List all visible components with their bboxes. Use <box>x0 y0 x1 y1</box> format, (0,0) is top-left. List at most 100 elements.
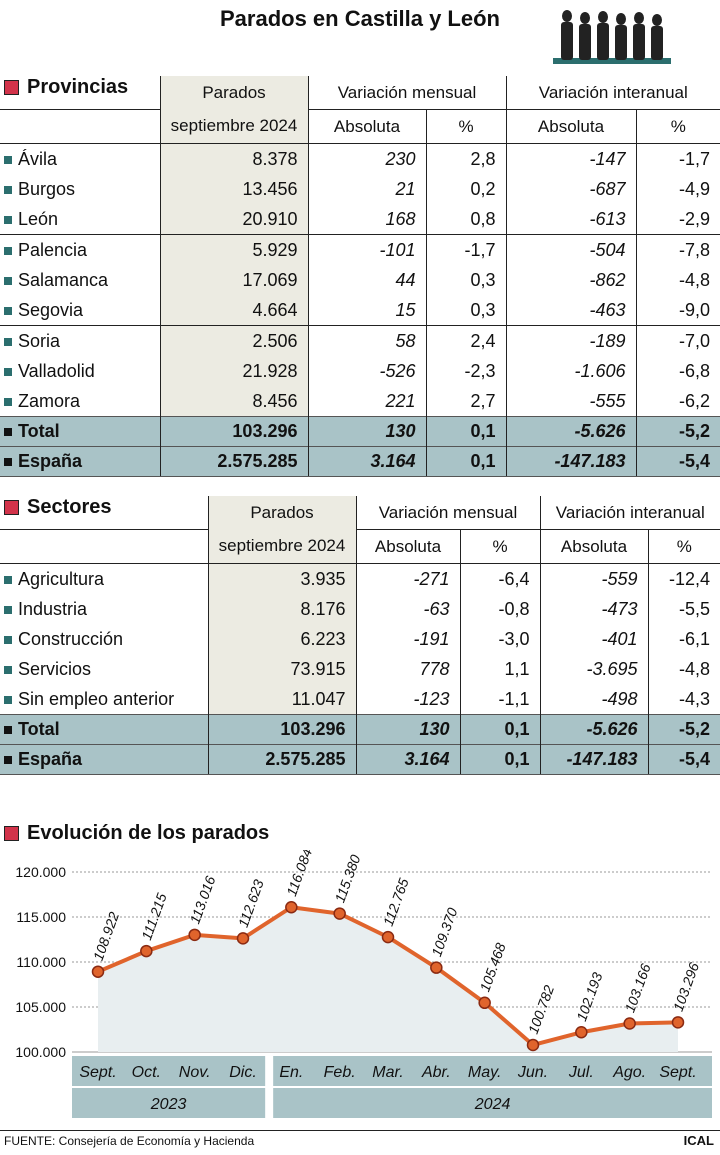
bullet-square-icon <box>4 665 12 674</box>
row-label: Agricultura <box>0 563 208 594</box>
cell-interanual-pct: -5,4 <box>635 446 720 477</box>
cell-interanual-pct: -5,2 <box>647 714 720 745</box>
cell-interanual-pct: -4,8 <box>647 654 720 684</box>
cell-parados: 103.296 <box>207 714 356 745</box>
y-tick-label: 110.000 <box>16 954 66 970</box>
y-tick-label: 120.000 <box>15 864 66 880</box>
row-label: Salamanca <box>0 265 160 295</box>
data-point <box>91 965 105 978</box>
cell-interanual-pct: -6,1 <box>647 624 720 654</box>
cell-interanual-absoluta: -5.626 <box>505 416 636 447</box>
row-name: Valladolid <box>18 360 95 381</box>
cell-interanual-pct: -5,5 <box>647 594 720 624</box>
row-label: España <box>0 446 160 477</box>
cell-mensual-absoluta: -123 <box>355 684 460 715</box>
cell-interanual-absoluta: -401 <box>539 624 648 654</box>
y-tick-label: 115.000 <box>16 909 66 925</box>
cell-parados: 17.069 <box>159 265 308 295</box>
table-row: Servicios 73.915 778 1,1 -3.695 -4,8 <box>0 654 720 684</box>
data-label: 109.370 <box>428 905 460 958</box>
cell-mensual-absoluta: 3.164 <box>307 446 426 477</box>
row-name: Zamora <box>18 390 81 411</box>
cell-interanual-absoluta: -189 <box>505 325 636 356</box>
evolucion-heading: Evolución de los parados <box>4 822 269 845</box>
bullet-square-icon <box>4 337 12 346</box>
data-label: 116.084 <box>283 850 315 898</box>
cell-mensual-absoluta: 44 <box>307 265 426 295</box>
x-tick-label: En. <box>279 1064 303 1081</box>
cell-mensual-absoluta: 15 <box>307 295 426 326</box>
cell-interanual-pct: -5,4 <box>647 744 720 775</box>
cell-parados: 11.047 <box>207 684 356 715</box>
year-label: 2023 <box>150 1096 187 1113</box>
cell-interanual-absoluta: -147.183 <box>505 446 636 477</box>
cell-interanual-absoluta: -3.695 <box>539 654 648 684</box>
bullet-square-icon <box>4 367 12 376</box>
row-name: Agricultura <box>18 568 105 589</box>
cell-mensual-absoluta: 130 <box>355 714 460 745</box>
cell-parados: 5.929 <box>159 234 308 265</box>
espana-row: España 2.575.285 3.164 0,1 -147.183 -5,4 <box>0 744 720 775</box>
cell-parados: 2.575.285 <box>207 744 356 775</box>
cell-interanual-pct: -1,7 <box>635 143 720 174</box>
row-name: Construcción <box>18 628 124 649</box>
cell-interanual-pct: -4,3 <box>647 684 720 715</box>
bullet-square-icon <box>4 458 12 467</box>
row-name: Total <box>18 719 60 739</box>
row-name: España <box>18 749 83 769</box>
col-parados-line2: septiembre 2024 <box>207 529 356 564</box>
x-tick-label: Dic. <box>229 1064 257 1081</box>
col-variacion-mensual: Variación mensual <box>307 76 506 110</box>
page-title: Parados en Castilla y León <box>220 6 500 31</box>
cell-parados: 4.664 <box>159 295 308 326</box>
data-label: 102.193 <box>573 970 605 1023</box>
cell-interanual-absoluta: -687 <box>505 174 636 204</box>
bullet-square-icon <box>4 756 12 765</box>
bullet-square-icon <box>4 306 12 315</box>
cell-interanual-absoluta: -555 <box>505 386 636 417</box>
cell-mensual-absoluta: 21 <box>307 174 426 204</box>
col-interanual-pct: % <box>635 109 720 144</box>
evolucion-line-chart: 100.000 105.000 110.000 115.000 120.000 108.9… <box>15 850 712 1118</box>
cell-mensual-pct: 0,2 <box>425 174 506 204</box>
data-point <box>285 900 298 914</box>
col-variacion-interanual: Variación interanual <box>539 496 720 530</box>
cell-parados: 6.223 <box>207 624 356 654</box>
row-label: Zamora <box>0 386 160 417</box>
cell-mensual-pct: 0,1 <box>459 744 540 775</box>
data-label: 112.623 <box>235 877 267 929</box>
data-label: 105.468 <box>476 941 508 994</box>
bullet-square-icon <box>4 246 12 255</box>
x-tick-label: Sept. <box>659 1064 696 1081</box>
x-tick-label: May. <box>468 1064 501 1081</box>
bullet-square-icon <box>4 215 12 224</box>
total-row: Total 103.296 130 0,1 -5.626 -5,2 <box>0 714 720 745</box>
data-point <box>140 944 153 958</box>
cell-mensual-absoluta: -101 <box>307 234 426 265</box>
col-interanual-absoluta: Absoluta <box>505 109 636 144</box>
col-variacion-mensual: Variación mensual <box>355 496 540 530</box>
cell-interanual-absoluta: -463 <box>505 295 636 326</box>
cell-mensual-pct: -1,1 <box>459 684 540 715</box>
cell-parados: 20.910 <box>159 204 308 235</box>
cell-mensual-pct: 2,7 <box>425 386 506 417</box>
cell-mensual-absoluta: 58 <box>307 325 426 356</box>
cell-interanual-absoluta: -5.626 <box>539 714 648 745</box>
bullet-square-icon <box>4 575 12 584</box>
cell-interanual-absoluta: -147 <box>505 143 636 174</box>
table-row: Ávila 8.378 230 2,8 -147 -1,7 <box>0 143 720 174</box>
cell-parados: 2.575.285 <box>159 446 308 477</box>
row-name: Soria <box>18 330 61 351</box>
data-point <box>623 1017 636 1030</box>
cell-interanual-absoluta: -473 <box>539 594 648 624</box>
cell-interanual-absoluta: -504 <box>505 234 636 265</box>
cell-interanual-pct: -4,9 <box>635 174 720 204</box>
cell-mensual-absoluta: 168 <box>307 204 426 235</box>
table-row: Valladolid 21.928 -526 -2,3 -1.606 -6,8 <box>0 356 720 386</box>
cell-mensual-absoluta: 3.164 <box>355 744 460 775</box>
row-name: Burgos <box>18 178 76 199</box>
bullet-square-icon <box>4 276 12 285</box>
bullet-square-icon <box>4 695 12 704</box>
cell-parados: 103.296 <box>159 416 308 447</box>
data-label: 103.296 <box>670 960 702 1013</box>
